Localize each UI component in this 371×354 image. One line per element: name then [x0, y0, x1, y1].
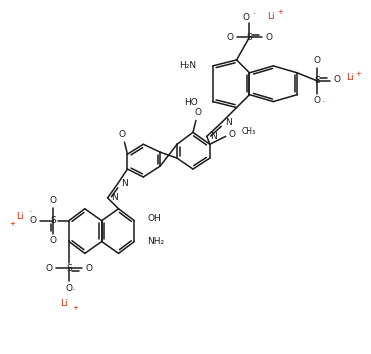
Text: Li: Li — [267, 12, 275, 21]
Text: O: O — [194, 108, 201, 117]
Text: +: + — [9, 221, 15, 227]
Text: O: O — [313, 56, 321, 65]
Text: ⁻: ⁻ — [253, 12, 256, 18]
Text: S: S — [247, 33, 252, 42]
Text: Li: Li — [346, 73, 354, 82]
Text: O: O — [50, 236, 56, 245]
Text: NH₂: NH₂ — [147, 237, 164, 246]
Text: +: + — [277, 9, 283, 15]
Text: N: N — [210, 132, 217, 141]
Text: S: S — [66, 264, 72, 273]
Text: O: O — [65, 284, 72, 293]
Text: O: O — [119, 130, 126, 139]
Text: O: O — [333, 75, 340, 84]
Text: O: O — [46, 264, 53, 273]
Text: ⁻: ⁻ — [28, 211, 32, 217]
Text: CH₃: CH₃ — [242, 127, 256, 136]
Text: N: N — [111, 193, 118, 202]
Text: ⁻: ⁻ — [321, 101, 325, 107]
Text: OH: OH — [147, 214, 161, 223]
Text: S: S — [50, 216, 56, 225]
Text: O: O — [30, 216, 37, 225]
Text: Li: Li — [60, 298, 68, 308]
Text: S: S — [314, 76, 320, 85]
Text: O: O — [228, 130, 235, 139]
Text: N: N — [121, 179, 128, 188]
Text: HO: HO — [184, 98, 198, 107]
Text: O: O — [266, 33, 273, 42]
Text: O: O — [50, 196, 56, 205]
Text: N: N — [225, 118, 232, 127]
Text: ⁻: ⁻ — [72, 288, 76, 294]
Text: H₂N: H₂N — [179, 61, 196, 70]
Text: +: + — [72, 305, 78, 311]
Text: O: O — [313, 96, 321, 105]
Text: Li: Li — [16, 212, 24, 221]
Text: O: O — [242, 13, 249, 22]
Text: O: O — [85, 264, 92, 273]
Text: O: O — [226, 33, 233, 42]
Text: +: + — [356, 71, 362, 77]
